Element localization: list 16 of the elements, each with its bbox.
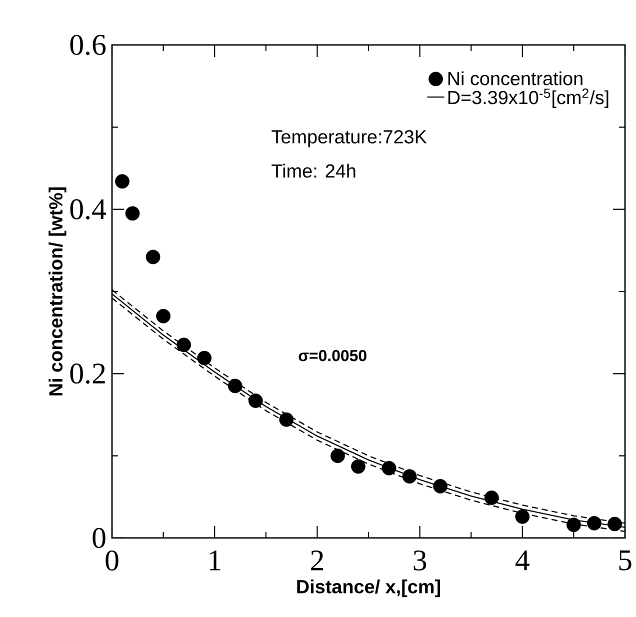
annotation: Temperature:723K [272,130,427,148]
y-tick-label: 0 [92,528,106,548]
x-axis-title: Distance/ x,[cm] [297,579,440,598]
annotation: σ=0.0050 [298,350,366,362]
y-axis-title: Ni concentration/ [wt%] [48,187,66,396]
x-tick-label: 3 [414,550,426,571]
annotation: Time: 24h [272,164,356,178]
x-tick-label: 1 [210,550,220,570]
y-tick-label: 0.6 [70,34,106,56]
legend-label: D=3.39x10$^{-5}$[cm$^{2}$/s] [448,88,608,108]
x-tick-label: 2 [311,550,324,570]
x-tick-label: 4 [516,550,530,570]
legend-label: Ni concentration [448,71,582,86]
y-tick-label: 0.2 [70,364,105,384]
x-tick-label: 5 [619,550,632,570]
y-tick-label: 0.4 [70,199,106,220]
